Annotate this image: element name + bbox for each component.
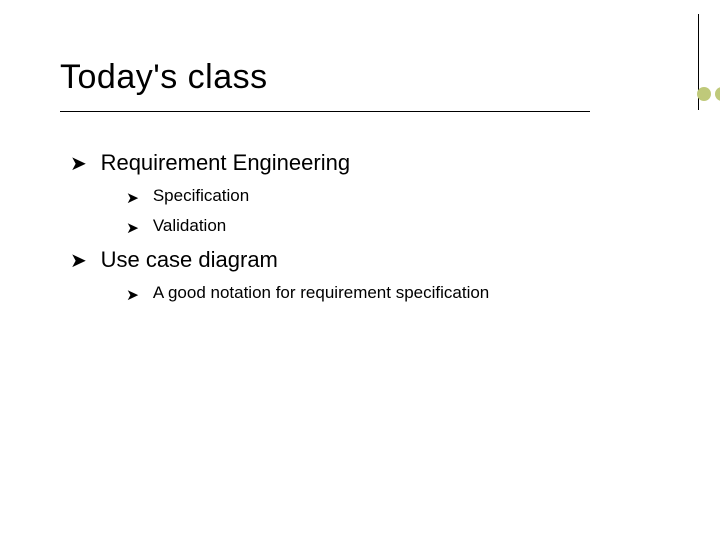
content-area: ➤ Requirement Engineering ➤ Specificatio… [70,150,660,313]
title-area: Today's class [60,58,590,112]
bullet-text: A good notation for requirement specific… [153,283,489,303]
arrow-bullet-icon: ➤ [70,150,87,175]
deco-dot-icon [697,87,711,101]
bullet-lvl2: ➤ Validation [126,216,660,236]
bullet-text: Specification [153,186,249,206]
arrow-bullet-icon: ➤ [70,247,87,272]
arrow-bullet-icon: ➤ [126,186,139,206]
bullet-lvl1: ➤ Use case diagram [70,247,660,273]
arrow-bullet-icon: ➤ [126,216,139,236]
bullet-lvl2: ➤ Specification [126,186,660,206]
bullet-lvl2: ➤ A good notation for requirement specif… [126,283,660,303]
bullet-text: Use case diagram [101,247,278,273]
bullet-lvl1: ➤ Requirement Engineering [70,150,660,176]
bullet-text: Requirement Engineering [101,150,351,176]
deco-dot-icon [715,87,720,101]
bullet-text: Validation [153,216,226,236]
slide: Today's class ➤ Requirement Engineering … [0,0,720,540]
slide-title: Today's class [60,58,590,97]
arrow-bullet-icon: ➤ [126,283,139,303]
